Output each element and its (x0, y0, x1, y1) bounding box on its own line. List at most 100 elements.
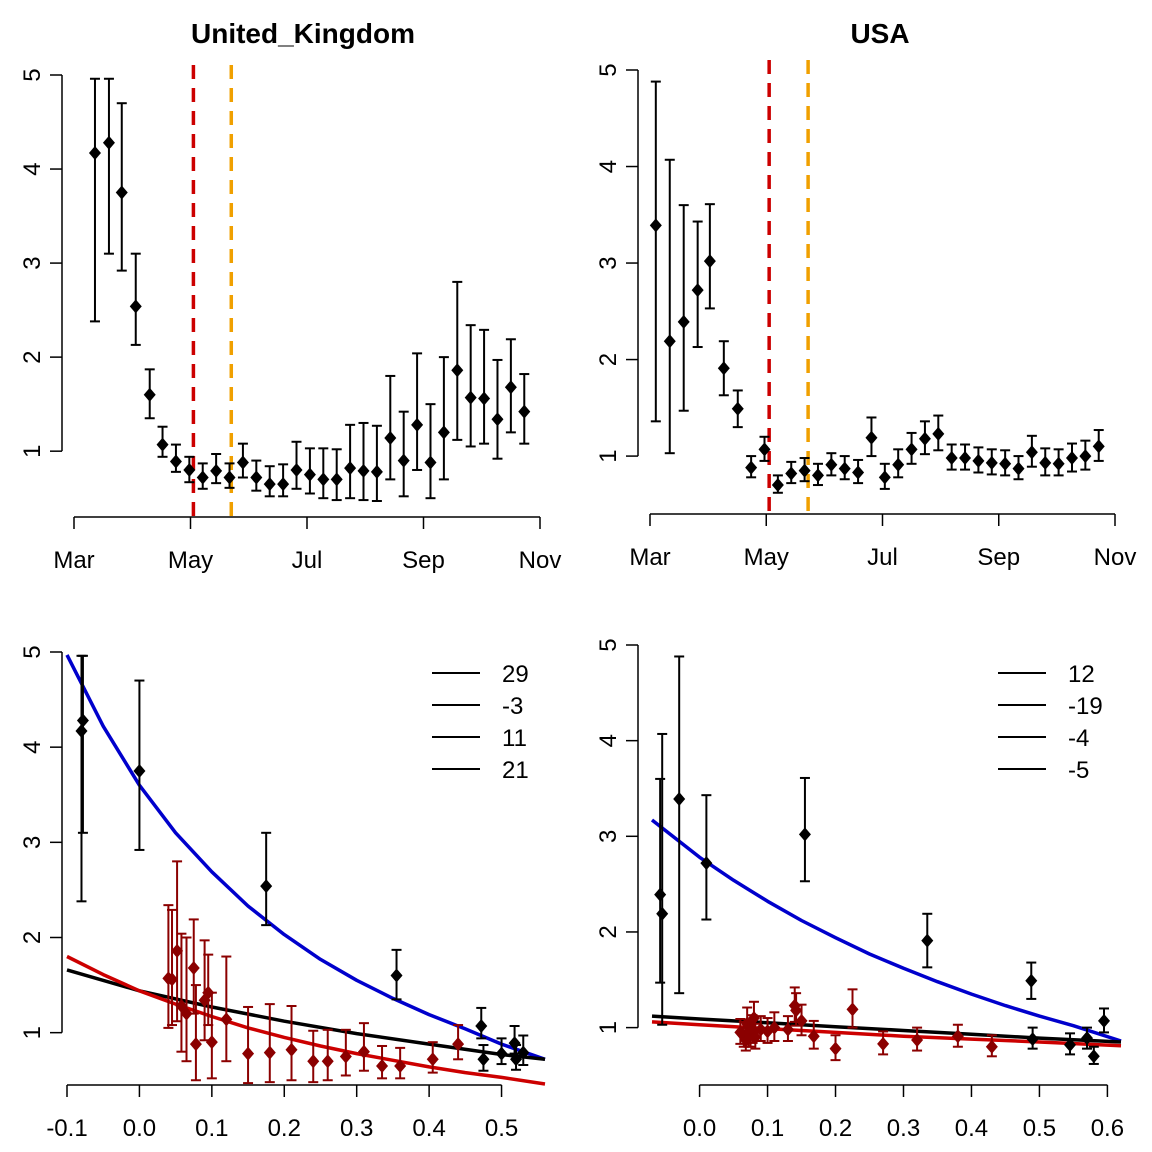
y-tick-label: 1 (19, 1026, 46, 1039)
data-point (263, 1045, 276, 1060)
data-point (169, 454, 182, 469)
data-point (785, 466, 798, 481)
chart-title: USA (850, 18, 909, 49)
data-point (451, 363, 464, 378)
data-point (649, 218, 662, 233)
data-point (747, 1011, 760, 1026)
data-point (397, 453, 410, 468)
data-point (166, 972, 179, 987)
data-point (478, 391, 491, 406)
y-tick-label: 2 (19, 931, 46, 944)
data-point (1052, 456, 1065, 471)
data-point (877, 1036, 890, 1051)
data-point (196, 470, 209, 485)
data-point (865, 430, 878, 445)
fit-curve-blue (65, 654, 546, 1061)
y-tick-label: 2 (19, 350, 46, 363)
data-point (102, 135, 115, 150)
data-point (376, 1058, 389, 1073)
data-point (250, 470, 263, 485)
y-tick-label: 4 (595, 734, 622, 747)
data-point (921, 933, 934, 948)
y-tick-label: 1 (19, 444, 46, 457)
data-point (307, 1054, 320, 1069)
y-tick-label: 2 (595, 353, 622, 366)
x-tick-label: 0.5 (1023, 1115, 1056, 1142)
data-point (731, 401, 744, 416)
x-tick-label: 0.0 (683, 1115, 716, 1142)
data-point (1081, 1031, 1094, 1046)
fit-curve-red (66, 954, 546, 1086)
x-tick-label: 0.2 (268, 1115, 301, 1142)
data-point (892, 457, 905, 472)
y-tick-label: 3 (19, 256, 46, 269)
data-point (508, 1036, 521, 1051)
data-point (129, 299, 142, 314)
data-point (357, 463, 370, 478)
data-point (339, 1049, 352, 1064)
data-point (411, 417, 424, 432)
data-point (321, 1054, 334, 1069)
data-point (384, 431, 397, 446)
data-point (1064, 1037, 1077, 1052)
data-point (143, 387, 156, 402)
data-point (263, 477, 276, 492)
data-point (189, 1037, 202, 1052)
x-tick-label: 0.3 (340, 1115, 373, 1142)
data-point (303, 467, 316, 482)
data-point (829, 1041, 842, 1056)
y-tick-label: 4 (19, 162, 46, 175)
data-point (1012, 461, 1025, 476)
data-point (905, 442, 918, 457)
data-point (771, 478, 784, 493)
data-point (959, 451, 972, 466)
panel-united-kingdom-time: United_Kingdom 1 2 3 4 5 Mar May Jul Sep Nov (19, 18, 561, 574)
x-tick-label: 0.5 (485, 1115, 518, 1142)
data-point (424, 455, 437, 470)
panel-usa-time: USA 1 2 3 4 5 Mar May Jul Sep Nov (595, 18, 1136, 571)
legend-label: -3 (502, 693, 523, 720)
fit-curve-red (651, 1020, 1122, 1048)
x-tick-label: Nov (1094, 544, 1137, 571)
data-point (517, 1045, 530, 1060)
x-tick-label: 0.1 (751, 1115, 784, 1142)
legend-label: 12 (1068, 661, 1095, 688)
data-point (437, 425, 450, 440)
data-point (330, 472, 343, 487)
data-point (700, 856, 713, 871)
data-point (878, 470, 891, 485)
data-point (205, 1035, 218, 1050)
data-point (825, 457, 838, 472)
data-point (807, 1029, 820, 1044)
data-point (510, 1052, 523, 1067)
data-point (285, 1042, 298, 1057)
data-point (277, 477, 290, 492)
data-point (464, 390, 477, 405)
x-tick-label: Jul (292, 547, 323, 574)
data-point (236, 455, 249, 470)
data-point (918, 431, 931, 446)
data-point (1087, 1049, 1100, 1064)
legend-label: -19 (1068, 693, 1103, 720)
data-point (663, 334, 676, 349)
data-point (183, 462, 196, 477)
data-point (745, 460, 758, 475)
data-point (999, 456, 1012, 471)
data-point (477, 1052, 490, 1067)
data-point (88, 146, 101, 161)
x-tick-label: 0.2 (819, 1115, 852, 1142)
x-tick-label: Sep (977, 544, 1020, 571)
data-point (846, 1002, 859, 1017)
legend-label: 11 (502, 725, 527, 752)
data-point (691, 283, 704, 298)
data-point (972, 453, 985, 468)
data-point (491, 412, 504, 427)
y-tick-label: 2 (595, 925, 622, 938)
data-point (242, 1046, 255, 1061)
data-point (357, 1044, 370, 1059)
y-tick-label: 4 (595, 160, 622, 173)
data-point (838, 461, 851, 476)
x-tick-label: 0.4 (955, 1115, 988, 1142)
x-tick-label: 0.6 (1091, 1115, 1124, 1142)
data-point (171, 943, 184, 958)
